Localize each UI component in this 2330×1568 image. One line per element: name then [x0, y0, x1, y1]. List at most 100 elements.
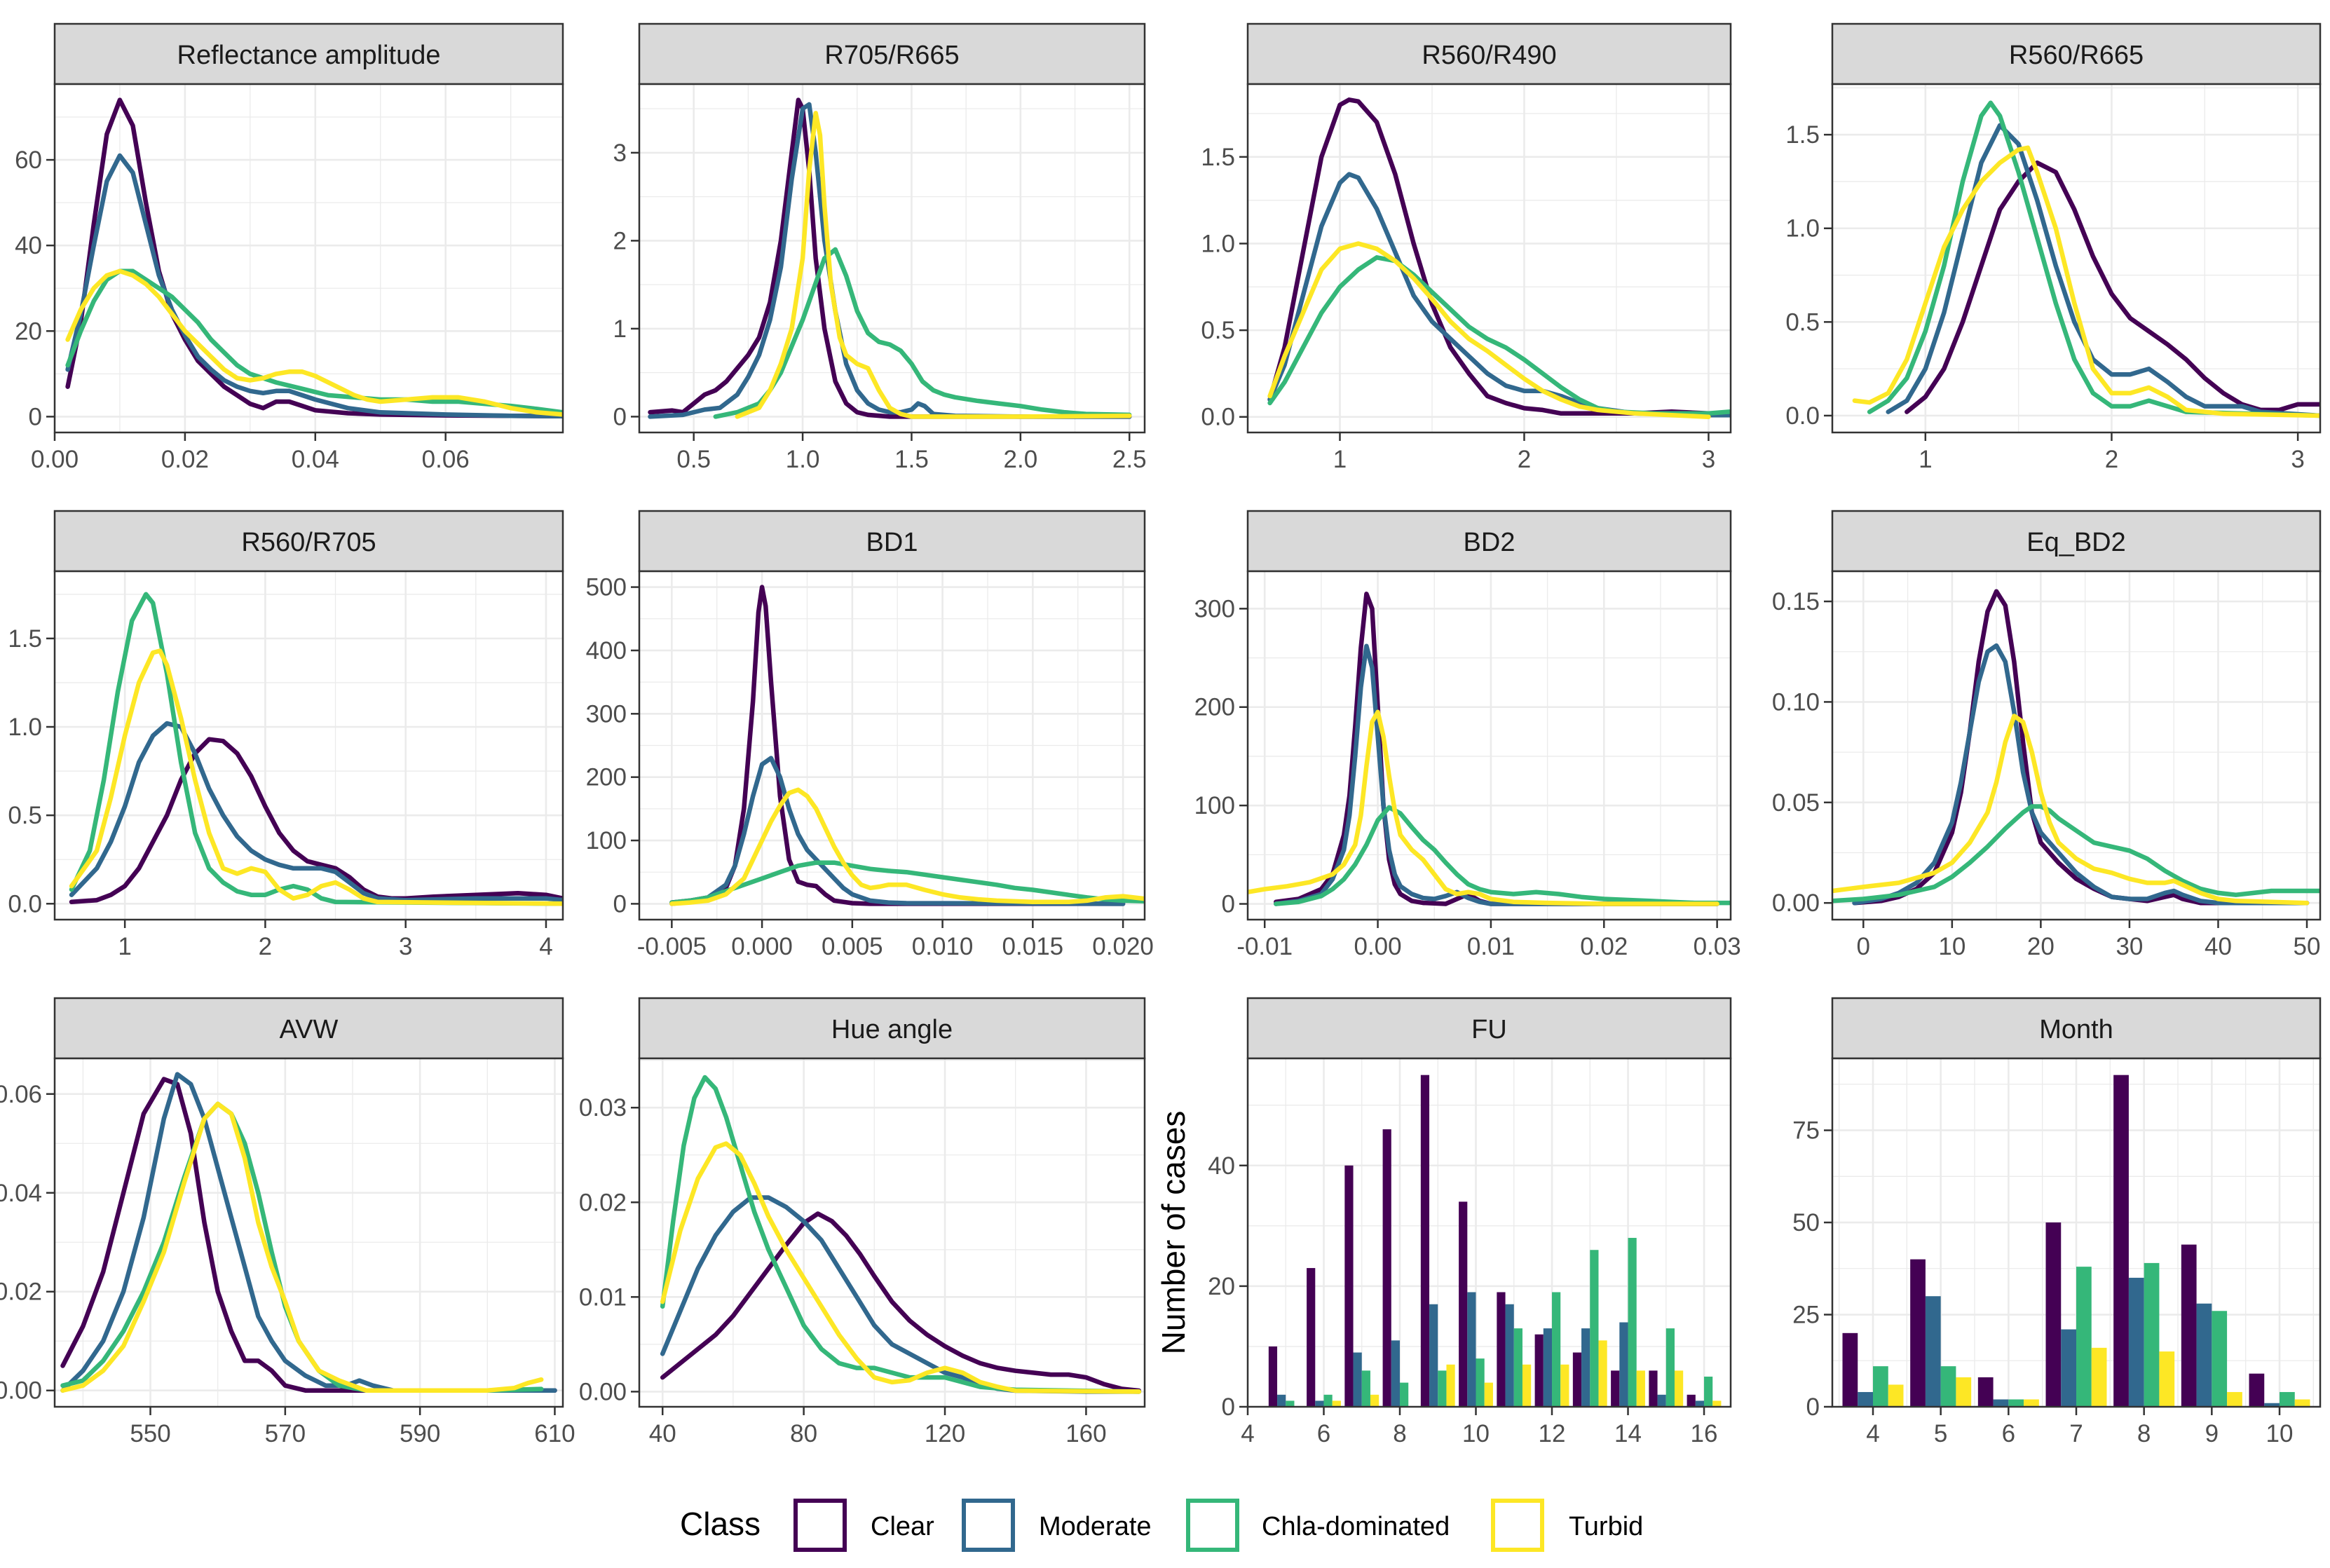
panel-border-bd2 [1246, 570, 1732, 921]
y-tick-label-month: 25 [1792, 1302, 1820, 1329]
x-tick-label-r560-r665: 3 [2291, 446, 2304, 473]
x-tick-label-avw: 610 [534, 1420, 575, 1447]
x-tick-label-bd1: -0.005 [637, 933, 707, 960]
bar-fu-8-moderate [1391, 1340, 1401, 1407]
x-tick-label-bd2: 0.00 [1354, 933, 1401, 960]
y-tick-label-reflectance-amplitude: 20 [15, 318, 42, 345]
legend-key-moderate[interactable]: Moderate [962, 1499, 1152, 1552]
y-tick-label-r705-r665: 2 [613, 227, 627, 254]
y-tick-label-avw: 0.04 [0, 1180, 42, 1207]
y-tick-label-bd1: 0 [613, 890, 627, 918]
bar-fu-13-clear [1572, 1352, 1582, 1407]
legend-key-turbid[interactable]: Turbid [1491, 1499, 1643, 1552]
marks-avw [60, 1072, 557, 1393]
bar-fu-6-turbid [1332, 1400, 1341, 1407]
density-line-bd2-chla-dominated [1274, 805, 1731, 906]
bar-fu-7-turbid [1370, 1394, 1379, 1407]
y-tick-label-bd1: 500 [586, 574, 627, 601]
bar-fu-9-clear [1420, 1075, 1430, 1407]
panel-avw: AVW 550 570 590 610 0.00 0.02 0.04 0.06 [0, 997, 575, 1447]
strip-label-r560-r665: R560/R665 [2009, 41, 2144, 70]
bar-fu-7-moderate [1353, 1352, 1362, 1407]
strip-label-eq-bd2: Eq_BD2 [2026, 528, 2126, 557]
legend-key-chla-dominated[interactable]: Chla-dominated [1186, 1499, 1450, 1552]
bar-fu-6-moderate [1315, 1400, 1324, 1407]
bar-fu-12-chla-dominated [1552, 1292, 1561, 1407]
y-tick-label-hue-angle: 0.02 [579, 1189, 627, 1216]
bar-month-8-chla-dominated [2144, 1262, 2160, 1407]
y-tick-label-fu: 40 [1208, 1152, 1235, 1180]
bar-fu-6-chla-dominated [1323, 1394, 1333, 1407]
panel-bd1: BD1 -0.005 0.000 0.005 0.010 0.015 0.020 0 100 20… [586, 510, 1154, 960]
x-tick-label-eq-bd2: 10 [1938, 933, 1965, 960]
x-tick-label-bd1: 0.010 [912, 933, 974, 960]
y-tick-label-month: 0 [1806, 1393, 1820, 1421]
density-line-r705-r665-clear [648, 97, 1132, 419]
bar-fu-16-chla-dominated [1704, 1376, 1713, 1407]
y-tick-label-fu: 20 [1208, 1273, 1235, 1300]
strip-label-month: Month [2039, 1015, 2113, 1044]
bar-month-7-clear [2045, 1222, 2062, 1407]
density-line-avw-turbid [60, 1101, 544, 1393]
y-tick-label-eq-bd2: 0.15 [1772, 588, 1820, 615]
y-tick-label-reflectance-amplitude: 60 [15, 146, 42, 174]
legend-key-clear[interactable]: Clear [793, 1499, 934, 1552]
marks-reflectance-amplitude [65, 97, 563, 419]
x-tick-label-hue-angle: 40 [649, 1420, 676, 1447]
x-tick-label-bd2: -0.01 [1236, 933, 1293, 960]
x-tick-label-bd1: 0.020 [1092, 933, 1154, 960]
panel-border-r705-r665 [638, 83, 1146, 434]
bar-month-7-moderate [2061, 1329, 2076, 1407]
bar-month-8-turbid [2159, 1351, 2175, 1407]
x-tick-label-bd2: 0.02 [1580, 933, 1628, 960]
bar-month-6-clear [1977, 1377, 1994, 1407]
panel-bd2: BD2 -0.01 0.00 0.01 0.02 0.03 0 100 200 300 [1194, 510, 1741, 960]
x-tick-label-fu: 12 [1539, 1420, 1566, 1447]
density-line-hue-angle-chla-dominated [660, 1075, 1142, 1394]
y-tick-label-r560-r490: 0.5 [1201, 317, 1235, 344]
panel-r560-r665: R560/R665 1 2 3 0.0 0.5 1.0 1.5 [1785, 22, 2322, 473]
y-tick-label-r560-r665: 1.5 [1785, 121, 1820, 149]
bar-month-10-moderate [2264, 1403, 2280, 1407]
panel-month: Month 4 5 6 7 8 9 10 0 25 50 75 [1792, 997, 2322, 1447]
strip-r705-r665 [638, 22, 1146, 86]
y-tick-label-bd2: 100 [1194, 792, 1235, 819]
panel-r560-r705: R560/R705 1 2 3 4 0.0 0.5 1.0 1.5 [8, 510, 564, 960]
panel-r705-r665: R705/R665 0.5 1.0 1.5 2.0 2.5 0 1 2 3 [613, 22, 1147, 473]
density-line-reflectance-amplitude-clear [65, 97, 563, 419]
y-tick-label-fu: 0 [1222, 1393, 1235, 1421]
panel-border-hue-angle [638, 1057, 1146, 1408]
x-tick-label-r560-r705: 2 [259, 933, 272, 960]
marks-eq-bd2 [1832, 589, 2320, 906]
bar-month-5-turbid [1956, 1377, 1972, 1407]
bar-fu-13-turbid [1598, 1340, 1607, 1407]
x-tick-label-bd2: 0.01 [1467, 933, 1515, 960]
panel-border-r560-r705 [53, 570, 564, 921]
x-tick-label-r705-r665: 1.0 [786, 446, 820, 473]
y-tick-label-eq-bd2: 0.05 [1772, 789, 1820, 817]
legend-title: Class [680, 1506, 761, 1542]
y-tick-label-eq-bd2: 0.00 [1772, 889, 1820, 917]
bar-fu-15-turbid [1674, 1370, 1684, 1407]
bar-fu-16-clear [1687, 1394, 1696, 1407]
y-tick-label-r560-r490: 0.0 [1201, 404, 1235, 431]
bar-month-9-chla-dominated [2212, 1311, 2228, 1407]
x-tick-label-month: 6 [2002, 1420, 2015, 1447]
x-tick-label-hue-angle: 160 [1065, 1420, 1106, 1447]
bar-month-9-turbid [2227, 1391, 2242, 1407]
x-tick-label-bd1: 0.000 [731, 933, 793, 960]
y-tick-label-r705-r665: 3 [613, 139, 627, 167]
bar-fu-7-chla-dominated [1361, 1370, 1370, 1407]
marks-hue-angle [660, 1075, 1142, 1394]
x-tick-label-bd1: 0.015 [1002, 933, 1064, 960]
gridlines-r560-r490 [1248, 84, 1731, 432]
strip-fu [1246, 997, 1732, 1060]
gridlines-bd1 [639, 571, 1145, 920]
density-line-eq-bd2-moderate [1852, 643, 2310, 906]
strip-label-r560-r490: R560/R490 [1422, 41, 1556, 70]
strip-label-avw: AVW [280, 1015, 339, 1044]
x-tick-label-avw: 550 [130, 1420, 170, 1447]
density-line-r560-r490-clear [1267, 97, 1731, 418]
y-tick-label-r560-r665: 0.5 [1785, 308, 1820, 336]
